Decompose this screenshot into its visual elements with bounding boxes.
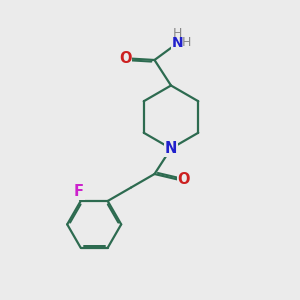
Text: N: N xyxy=(165,141,177,156)
Text: O: O xyxy=(177,172,190,188)
Text: N: N xyxy=(172,36,183,50)
Text: F: F xyxy=(74,184,84,200)
Text: H: H xyxy=(182,36,191,50)
Text: H: H xyxy=(173,27,182,40)
Text: O: O xyxy=(119,51,132,66)
